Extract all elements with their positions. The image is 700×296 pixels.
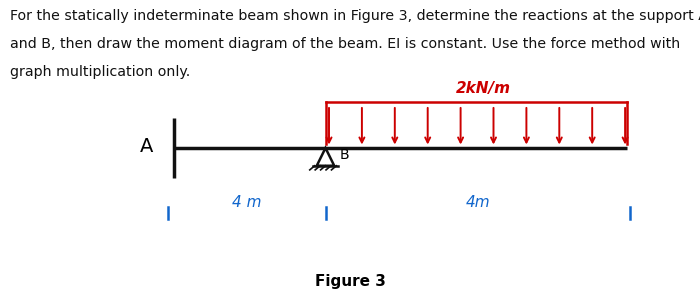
Text: Figure 3: Figure 3: [314, 274, 386, 289]
Text: B: B: [340, 148, 349, 163]
Text: graph multiplication only.: graph multiplication only.: [10, 65, 190, 79]
Text: For the statically indeterminate beam shown in Figure 3, determine the reactions: For the statically indeterminate beam sh…: [10, 9, 700, 23]
Text: 4m: 4m: [466, 195, 490, 210]
Text: and B, then draw the moment diagram of the beam. EI is constant. Use the force m: and B, then draw the moment diagram of t…: [10, 37, 680, 51]
Text: 2kN/m: 2kN/m: [456, 81, 510, 96]
Text: A: A: [140, 137, 154, 156]
Text: 4 m: 4 m: [232, 195, 262, 210]
